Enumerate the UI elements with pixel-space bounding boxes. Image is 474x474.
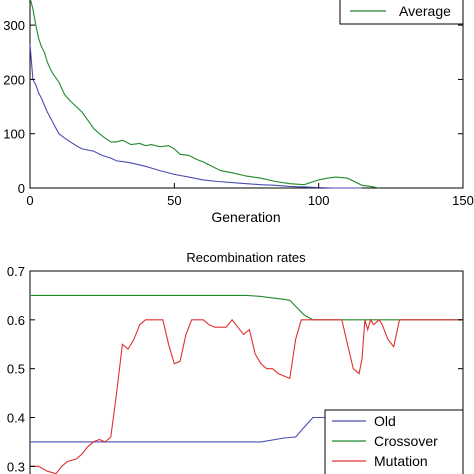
legend: Average (339, 0, 464, 25)
line-crossover (30, 294, 463, 321)
legend-label-crossover: Crossover (374, 433, 438, 449)
x-tick-label: 100 (308, 193, 330, 208)
y-tick-label: 300 (3, 18, 25, 33)
legend-label-average: Average (399, 3, 451, 19)
x-tick-label: 150 (452, 193, 474, 208)
y-tick-label: 0 (18, 181, 25, 196)
x-tick-label: 0 (26, 193, 33, 208)
y-tick-label: 0.6 (7, 313, 25, 328)
legend-label-mutation: Mutation (374, 453, 428, 469)
y-ticks: 0 100 200 300 (3, 18, 463, 196)
series-lines (29, 0, 380, 189)
line-average (29, 0, 380, 189)
legend-label-old: Old (374, 413, 396, 429)
x-ticks: 0 50 100 150 (26, 183, 474, 208)
chart-title: Recombination rates (186, 250, 306, 265)
series-lines (30, 294, 463, 474)
x-tick-label: 50 (167, 193, 181, 208)
y-tick-label: 100 (3, 127, 25, 142)
y-tick-label: 0.3 (7, 459, 25, 474)
y-tick-label: 0.4 (7, 411, 25, 426)
line-old (30, 416, 463, 443)
legend: Old Crossover Mutation (324, 409, 464, 474)
chart-recombination: Recombination rates 0.3 0.4 0.5 0.6 0.7 Old … (7, 250, 464, 474)
plot-frame (29, 0, 464, 189)
legend-box (339, 0, 464, 25)
x-axis-label: Generation (211, 209, 280, 225)
y-tick-label: 200 (3, 72, 25, 87)
y-tick-label: 0.5 (7, 362, 25, 377)
line-mutation (30, 318, 463, 474)
line-series-1 (29, 44, 362, 189)
y-tick-label: 0.7 (7, 264, 25, 279)
chart-generation: 0 50 100 150 0 100 200 300 Generation Average (3, 0, 474, 225)
